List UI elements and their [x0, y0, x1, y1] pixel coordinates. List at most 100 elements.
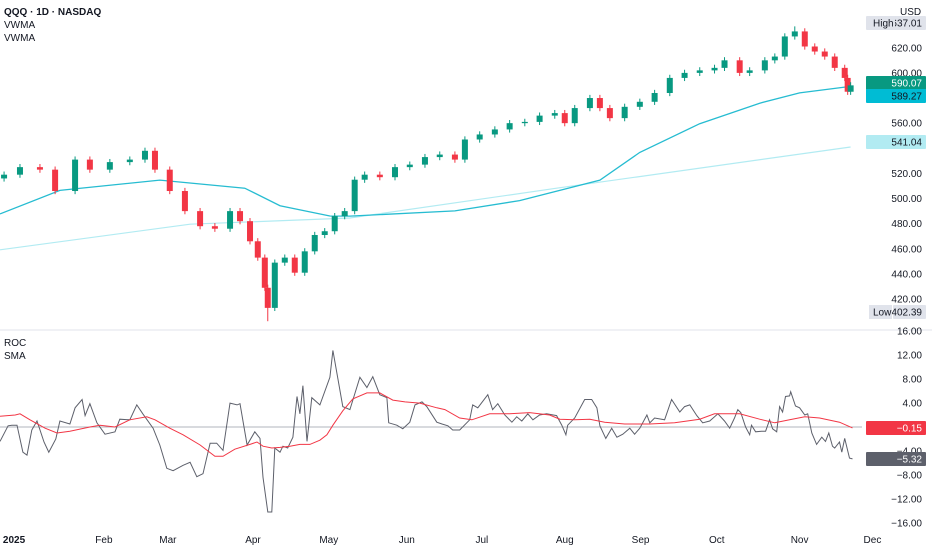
- price-axis-tick: 520.00: [891, 169, 922, 180]
- candle-body: [476, 134, 483, 140]
- low-value-tag-bg: [893, 305, 926, 319]
- candle-body: [847, 85, 854, 92]
- sma-value-tag-bg: [866, 421, 926, 435]
- candle-body: [291, 257, 298, 273]
- price-axis-tick: 480.00: [891, 219, 922, 230]
- candle-body: [651, 92, 658, 102]
- sma-value-tag: −0.15: [897, 424, 923, 435]
- candle-body: [36, 167, 43, 170]
- candle-body: [181, 191, 188, 212]
- candle-body: [791, 31, 798, 37]
- candle-body: [436, 154, 443, 158]
- candle-body: [621, 106, 628, 119]
- price-axis-tick: 600.00: [891, 68, 922, 79]
- low-label: Low: [873, 308, 892, 319]
- vwma-fast-tag: 589.27: [891, 92, 922, 103]
- roc-axis-tick: −12.00: [891, 494, 922, 505]
- roc-value-tag: −5.32: [897, 455, 923, 466]
- price-axis-tick: 460.00: [891, 244, 922, 255]
- candle-body: [261, 257, 268, 288]
- roc-sma-line: [0, 392, 853, 457]
- time-axis-tick: Oct: [709, 535, 725, 546]
- candle-body: [72, 159, 79, 192]
- high-label-bg: [869, 16, 895, 30]
- roc-axis-tick: 4.00: [903, 399, 923, 410]
- last-price-tag-bg: [866, 76, 926, 90]
- candle-body: [521, 121, 528, 124]
- candle-body: [151, 150, 158, 170]
- roc-axis-tick: 16.00: [897, 327, 922, 338]
- symbol-title[interactable]: QQQ · 1D · NASDAQ: [4, 7, 102, 18]
- candle-body: [746, 70, 753, 73]
- candle-body: [666, 77, 673, 93]
- last-price-tag: 590.07: [891, 79, 922, 90]
- candle-body: [801, 31, 808, 47]
- candle-body: [811, 46, 818, 52]
- candle-body: [736, 60, 743, 73]
- candle-body: [821, 51, 828, 57]
- candle-body: [311, 234, 318, 252]
- candle-body: [141, 150, 148, 160]
- indicator-vwma-2[interactable]: VWMA: [4, 33, 36, 44]
- candle-body: [844, 77, 851, 92]
- candle-body: [391, 167, 398, 178]
- candle-body: [461, 139, 468, 160]
- candle-body: [16, 167, 23, 175]
- candle-body: [781, 36, 788, 57]
- candle-body: [771, 56, 778, 61]
- candle-body: [281, 257, 288, 263]
- roc-axis-tick: −16.00: [891, 518, 922, 529]
- currency-label: USD: [900, 7, 922, 18]
- time-axis-tick: Mar: [159, 535, 177, 546]
- candle-body: [227, 211, 234, 229]
- candle-body: [421, 157, 428, 165]
- price-axis-tick: 560.00: [891, 119, 922, 130]
- roc-axis-tick: 12.00: [897, 351, 922, 362]
- candle-body: [841, 67, 848, 78]
- candle-body: [237, 211, 244, 222]
- indicator-roc[interactable]: ROC: [4, 338, 27, 349]
- roc-axis-tick: −8.00: [897, 470, 923, 481]
- time-axis-tick: Apr: [245, 535, 261, 546]
- time-axis-tick: Aug: [556, 535, 574, 546]
- candle-body: [166, 169, 173, 192]
- candle-body: [491, 129, 498, 135]
- roc-value-tag-bg: [866, 452, 926, 466]
- candle-body: [681, 72, 688, 78]
- time-axis-tick: Dec: [864, 535, 882, 546]
- candle-body: [1, 174, 8, 179]
- candle-body: [86, 159, 93, 170]
- candle-body: [321, 231, 328, 235]
- high-label: High: [873, 19, 894, 30]
- high-value-tag: 637.01: [891, 19, 922, 30]
- candle-body: [551, 113, 558, 116]
- price-axis-tick: 440.00: [891, 269, 922, 280]
- candle-body: [696, 70, 703, 73]
- vwma-slow-tag: 541.04: [891, 138, 922, 149]
- candle-body: [376, 174, 383, 178]
- candle-body: [561, 113, 568, 124]
- roc-axis-tick: −4.00: [897, 446, 923, 457]
- time-axis-tick: 2025: [3, 535, 26, 546]
- low-label-bg: [869, 305, 892, 319]
- indicator-sma[interactable]: SMA: [4, 351, 26, 362]
- candle-body: [586, 98, 593, 109]
- candle-body: [406, 164, 413, 168]
- low-value-tag: 402.39: [891, 308, 922, 319]
- time-axis-tick: Sep: [632, 535, 650, 546]
- candle-body: [197, 211, 204, 227]
- candle-body: [52, 169, 59, 192]
- roc-line: [0, 350, 853, 513]
- price-axis-tick: 500.00: [891, 194, 922, 205]
- candle-body: [721, 60, 728, 68]
- time-axis-tick: Nov: [791, 535, 809, 546]
- candle-body: [211, 226, 218, 229]
- indicator-vwma-1[interactable]: VWMA: [4, 20, 36, 31]
- time-axis-tick: May: [319, 535, 338, 546]
- candle-body: [247, 221, 254, 242]
- candle-body: [351, 179, 358, 212]
- candle-body: [254, 241, 261, 258]
- candle-body: [331, 216, 338, 232]
- candle-body: [106, 162, 113, 170]
